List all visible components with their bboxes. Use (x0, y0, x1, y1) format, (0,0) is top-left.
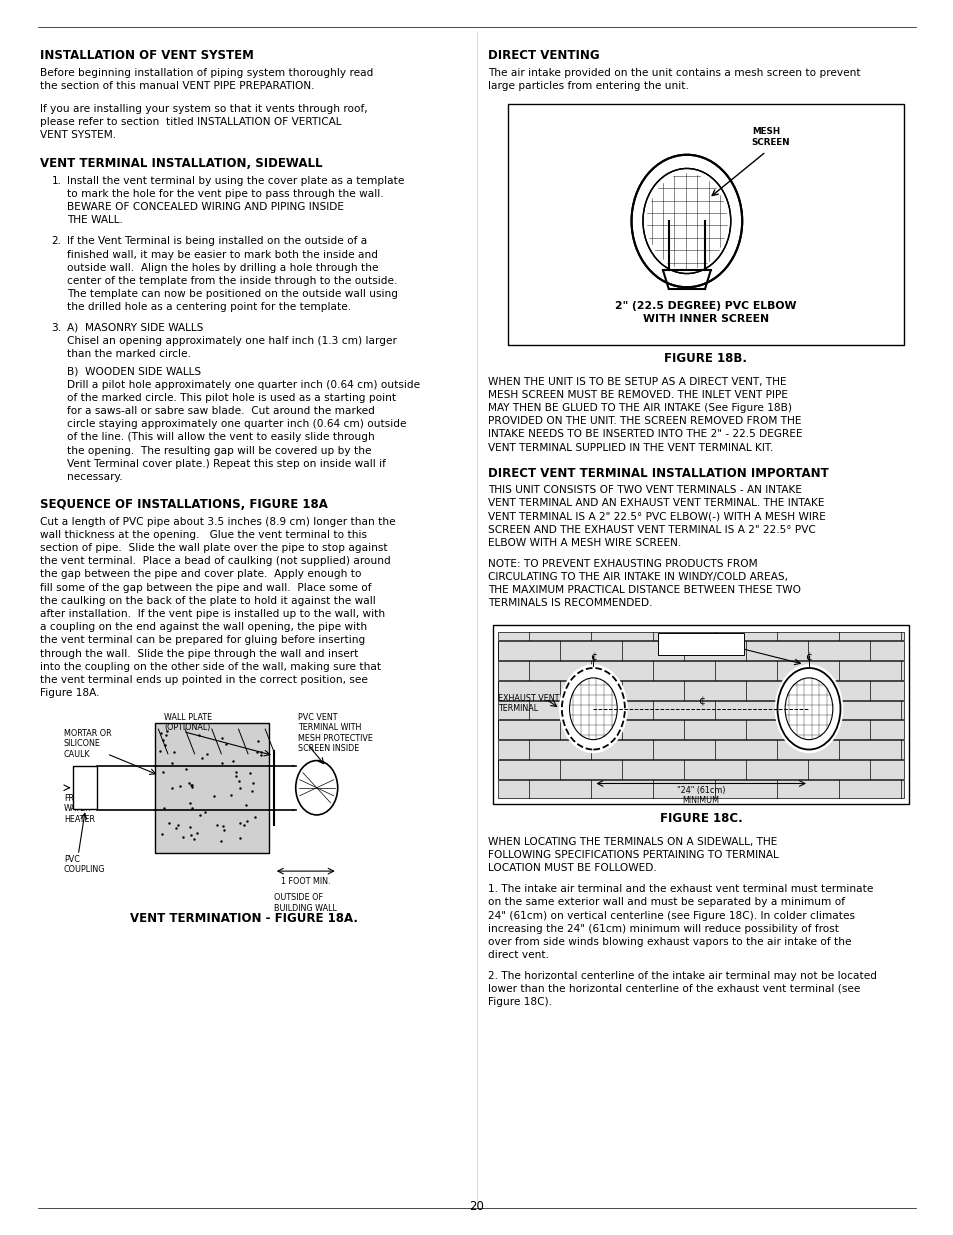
Text: ¢: ¢ (697, 697, 704, 706)
Text: 20: 20 (469, 1199, 484, 1213)
Text: ¢: ¢ (804, 652, 812, 662)
Bar (497, 641, 903, 659)
Text: DIRECT VENT TERMINAL INSTALLATION IMPORTANT: DIRECT VENT TERMINAL INSTALLATION IMPORT… (488, 467, 828, 479)
Text: 1.: 1. (51, 175, 61, 185)
Text: FROM
WATER
HEATER: FROM WATER HEATER (64, 794, 94, 824)
Text: NOTE: TO PREVENT EXHAUSTING PRODUCTS FROM
CIRCULATING TO THE AIR INTAKE IN WINDY: NOTE: TO PREVENT EXHAUSTING PRODUCTS FRO… (488, 558, 801, 609)
Bar (154, 722, 269, 852)
Text: Before beginning installation of piping system thoroughly read
the section of th: Before beginning installation of piping … (40, 68, 373, 91)
Bar (497, 631, 903, 640)
Text: FIGURE 18B.: FIGURE 18B. (663, 352, 747, 364)
Bar (507, 104, 903, 345)
Text: THIS UNIT CONSISTS OF TWO VENT TERMINALS - AN INTAKE
VENT TERMINAL AND AN EXHAUS: THIS UNIT CONSISTS OF TWO VENT TERMINALS… (488, 485, 825, 548)
Bar (497, 760, 903, 778)
Circle shape (774, 664, 842, 753)
Bar (497, 740, 903, 758)
Text: INSTALLATION OF VENT SYSTEM: INSTALLATION OF VENT SYSTEM (40, 49, 253, 63)
Text: DIRECT VENTING: DIRECT VENTING (488, 49, 599, 63)
Ellipse shape (630, 153, 742, 289)
Bar (497, 700, 903, 719)
Text: B)  WOODEN SIDE WALLS: B) WOODEN SIDE WALLS (67, 367, 201, 377)
Text: Cut a length of PVC pipe about 3.5 inches (8.9 cm) longer than the
wall thicknes: Cut a length of PVC pipe about 3.5 inche… (40, 516, 395, 698)
Text: EXHAUST VENT
TERMINAL: EXHAUST VENT TERMINAL (497, 694, 558, 714)
Text: WHEN LOCATING THE TERMINALS ON A SIDEWALL, THE
FOLLOWING SPECIFICATIONS PERTAINI: WHEN LOCATING THE TERMINALS ON A SIDEWAL… (488, 836, 779, 873)
Text: 2. The horizontal centerline of the intake air terminal may not be located
lower: 2. The horizontal centerline of the inta… (488, 971, 877, 1007)
Text: If you are installing your system so that it vents through roof,
please refer to: If you are installing your system so tha… (40, 104, 367, 140)
Text: WALL PLATE
(OPTIONAL): WALL PLATE (OPTIONAL) (164, 713, 212, 732)
Text: FIGURE 18C.: FIGURE 18C. (659, 811, 741, 825)
Text: The air intake provided on the unit contains a mesh screen to prevent
large part: The air intake provided on the unit cont… (488, 68, 861, 91)
Text: 3.: 3. (51, 322, 62, 332)
Text: "24" (61cm)
MINIMUM: "24" (61cm) MINIMUM (677, 785, 724, 805)
Text: Install the vent terminal by using the cover plate as a template
to mark the hol: Install the vent terminal by using the c… (67, 175, 404, 226)
Bar (658, 632, 743, 655)
Circle shape (558, 664, 627, 753)
Text: 2" (22.5 DEGREE) PVC ELBOW
WITH INNER SCREEN: 2" (22.5 DEGREE) PVC ELBOW WITH INNER SC… (615, 301, 796, 325)
Text: If the Vent Terminal is being installed on the outside of a
finished wall, it ma: If the Vent Terminal is being installed … (67, 236, 397, 312)
Bar (493, 625, 908, 804)
Text: A)  MASONRY SIDE WALLS: A) MASONRY SIDE WALLS (67, 322, 203, 332)
Text: INTAKE AIR
TERMINAL: INTAKE AIR TERMINAL (679, 637, 722, 657)
Text: 2.: 2. (51, 236, 61, 246)
Text: MESH
SCREEN: MESH SCREEN (751, 127, 789, 147)
Text: Chisel an opening approximately one half inch (1.3 cm) larger
than the marked ci: Chisel an opening approximately one half… (67, 336, 396, 359)
Text: PVC VENT
TERMINAL WITH
MESH PROTECTIVE
SCREEN INSIDE: PVC VENT TERMINAL WITH MESH PROTECTIVE S… (297, 713, 372, 753)
Text: MORTAR OR
SILICONE
CAULK: MORTAR OR SILICONE CAULK (64, 729, 112, 758)
Text: VENT TERMINATION - FIGURE 18A.: VENT TERMINATION - FIGURE 18A. (131, 911, 357, 925)
Text: OUTSIDE OF
BUILDING WALL: OUTSIDE OF BUILDING WALL (274, 893, 336, 913)
Bar (497, 680, 903, 699)
Text: PVC
COUPLING: PVC COUPLING (64, 855, 106, 874)
Bar (73, 766, 97, 809)
Bar (497, 720, 903, 739)
Text: SIDEWALL: SIDEWALL (680, 640, 720, 648)
Text: ¢: ¢ (589, 652, 597, 662)
Text: 1. The intake air terminal and the exhaust vent terminal must terminate
on the s: 1. The intake air terminal and the exhau… (488, 884, 873, 960)
Text: 1 FOOT MIN.: 1 FOOT MIN. (281, 877, 330, 887)
Text: WHEN THE UNIT IS TO BE SETUP AS A DIRECT VENT, THE
MESH SCREEN MUST BE REMOVED. : WHEN THE UNIT IS TO BE SETUP AS A DIRECT… (488, 377, 802, 452)
Bar (497, 661, 903, 679)
Text: Drill a pilot hole approximately one quarter inch (0.64 cm) outside
of the marke: Drill a pilot hole approximately one qua… (67, 379, 419, 482)
Text: VENT TERMINAL INSTALLATION, SIDEWALL: VENT TERMINAL INSTALLATION, SIDEWALL (40, 157, 322, 170)
Bar (497, 779, 903, 798)
Text: SEQUENCE OF INSTALLATIONS, FIGURE 18A: SEQUENCE OF INSTALLATIONS, FIGURE 18A (40, 498, 328, 511)
